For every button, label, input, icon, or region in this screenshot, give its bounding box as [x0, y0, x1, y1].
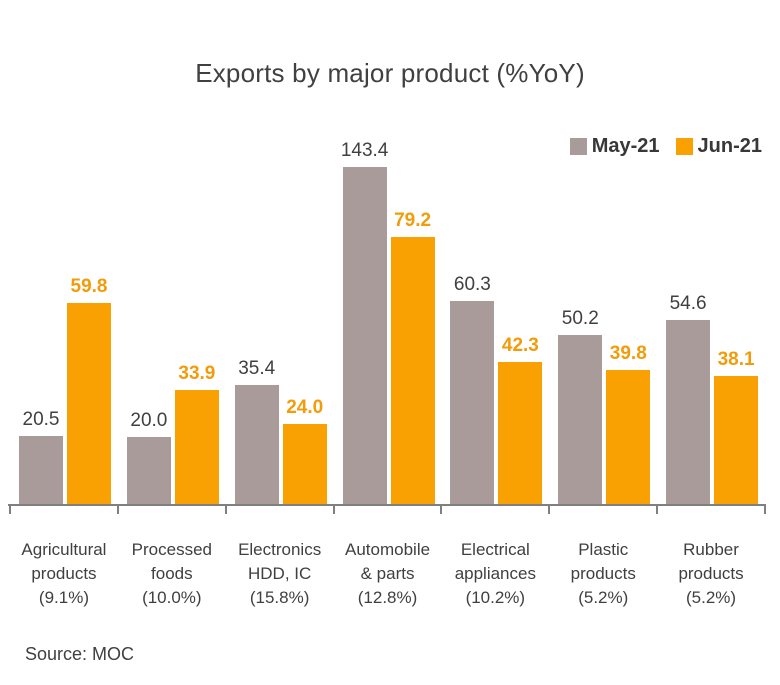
value-label-jun-21-cat1: 33.9: [178, 363, 216, 384]
value-label-may-21-cat1: 20.0: [130, 410, 168, 431]
legend-item-jun21: Jun-21: [675, 135, 762, 158]
bar-may-21-cat2: [234, 385, 279, 505]
bar-jun-21-cat0: [67, 303, 111, 505]
source-note: Source: MOC: [25, 644, 135, 664]
x-axis-tick-4: [440, 505, 443, 514]
bar-jun-21-cat4: [498, 362, 543, 505]
category-label-6: Rubber products (5.2%): [678, 540, 744, 607]
value-label-may-21-cat2: 35.4: [238, 358, 276, 379]
bar-may-21-cat4: [450, 301, 495, 505]
category-label-5: Plastic products (5.2%): [570, 540, 636, 607]
bar-jun-21-cat3: [390, 237, 435, 505]
x-axis-tick-6: [656, 505, 659, 514]
value-label-jun-21-cat5: 39.8: [609, 343, 647, 364]
value-label-may-21-cat0: 20.5: [22, 409, 60, 430]
x-axis-tick-0: [9, 505, 11, 514]
legend: May-21 Jun-21: [569, 135, 762, 158]
value-label-jun-21-cat2: 24.0: [286, 397, 324, 418]
legend-label-may21: May-21: [591, 135, 660, 157]
bar-may-21-cat5: [558, 335, 603, 505]
bar-may-21-cat0: [19, 436, 63, 505]
x-axis-tick-3: [332, 505, 335, 514]
bar-jun-21-cat1: [174, 390, 219, 505]
category-label-4: Electrical appliances (10.2%): [454, 540, 536, 607]
x-axis-tick-2: [224, 505, 227, 514]
legend-swatch-may21: [569, 138, 587, 155]
value-label-jun-21-cat0: 59.8: [70, 276, 108, 297]
category-label-2: Electronics HDD, IC (15.8%): [238, 540, 322, 607]
value-label-jun-21-cat4: 42.3: [501, 335, 539, 356]
legend-item-may21: May-21: [569, 135, 660, 158]
bar-jun-21-cat6: [714, 376, 759, 505]
legend-label-jun21: Jun-21: [697, 135, 762, 157]
value-label-may-21-cat3: 143.4: [340, 140, 389, 161]
value-label-jun-21-cat6: 38.1: [717, 349, 755, 370]
category-label-0: Agricultural products (9.1%): [21, 540, 107, 607]
bar-jun-21-cat5: [606, 370, 651, 505]
category-label-3: Automobile & parts (12.8%): [345, 540, 431, 607]
value-label-jun-21-cat3: 79.2: [394, 210, 432, 231]
value-label-may-21-cat6: 54.6: [669, 293, 707, 314]
chart-title: Exports by major product (%YoY): [195, 58, 585, 88]
value-label-may-21-cat4: 60.3: [453, 274, 491, 295]
category-label-1: Processed foods (10.0%): [131, 540, 212, 607]
bar-jun-21-cat2: [282, 424, 327, 505]
bar-may-21-cat3: [342, 167, 387, 505]
bar-may-21-cat1: [126, 437, 171, 505]
x-axis-tick-1: [116, 505, 119, 514]
x-axis-line: [8, 504, 766, 506]
value-label-may-21-cat5: 50.2: [561, 308, 599, 329]
legend-swatch-jun21: [675, 138, 693, 155]
x-axis-tick-5: [548, 505, 551, 514]
bar-may-21-cat6: [666, 320, 711, 505]
x-axis-tick-7: [764, 505, 766, 514]
